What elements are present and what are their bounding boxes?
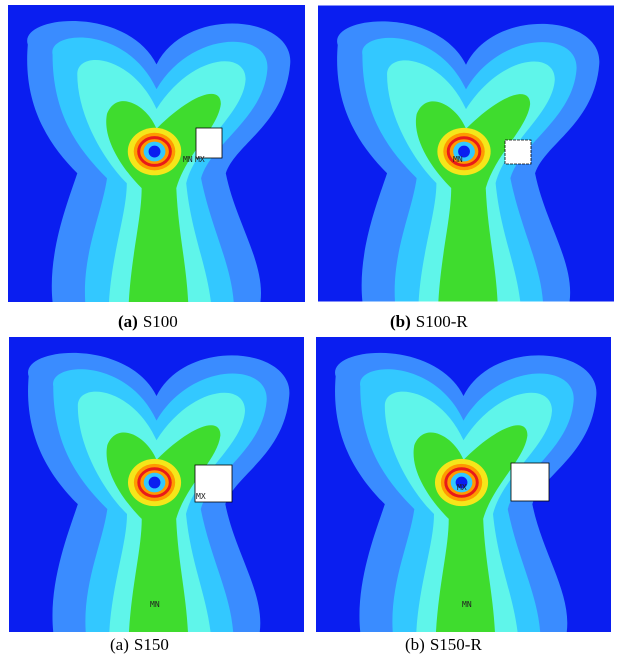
caption-name: S100-R (416, 312, 469, 331)
caption-label: (b) (390, 312, 411, 331)
caption-label: (b) (405, 635, 425, 654)
caption: (b) S150-R (405, 635, 482, 654)
caption-label: (a) (118, 312, 138, 331)
panel: MN MX (8, 5, 305, 302)
annotation: MX (196, 492, 206, 501)
caption: (b) S100-R (390, 312, 468, 331)
caption-name: S150-R (430, 635, 483, 654)
annotation: MX (457, 483, 467, 492)
caption-name: S150 (134, 635, 169, 654)
panel: MX MN (315, 337, 612, 632)
annotation: MN (183, 155, 193, 164)
annotation: MN (453, 155, 463, 164)
annotation: MX (195, 155, 205, 164)
panel: MX MN (8, 337, 305, 632)
caption-name: S100 (143, 312, 178, 331)
panel: MN (318, 5, 614, 302)
caption: (a) S100 (118, 312, 178, 331)
annotation: MN (150, 600, 160, 609)
caption-label: (a) (110, 635, 129, 654)
caption: (a) S150 (110, 635, 169, 654)
annotation: MN (462, 600, 472, 609)
